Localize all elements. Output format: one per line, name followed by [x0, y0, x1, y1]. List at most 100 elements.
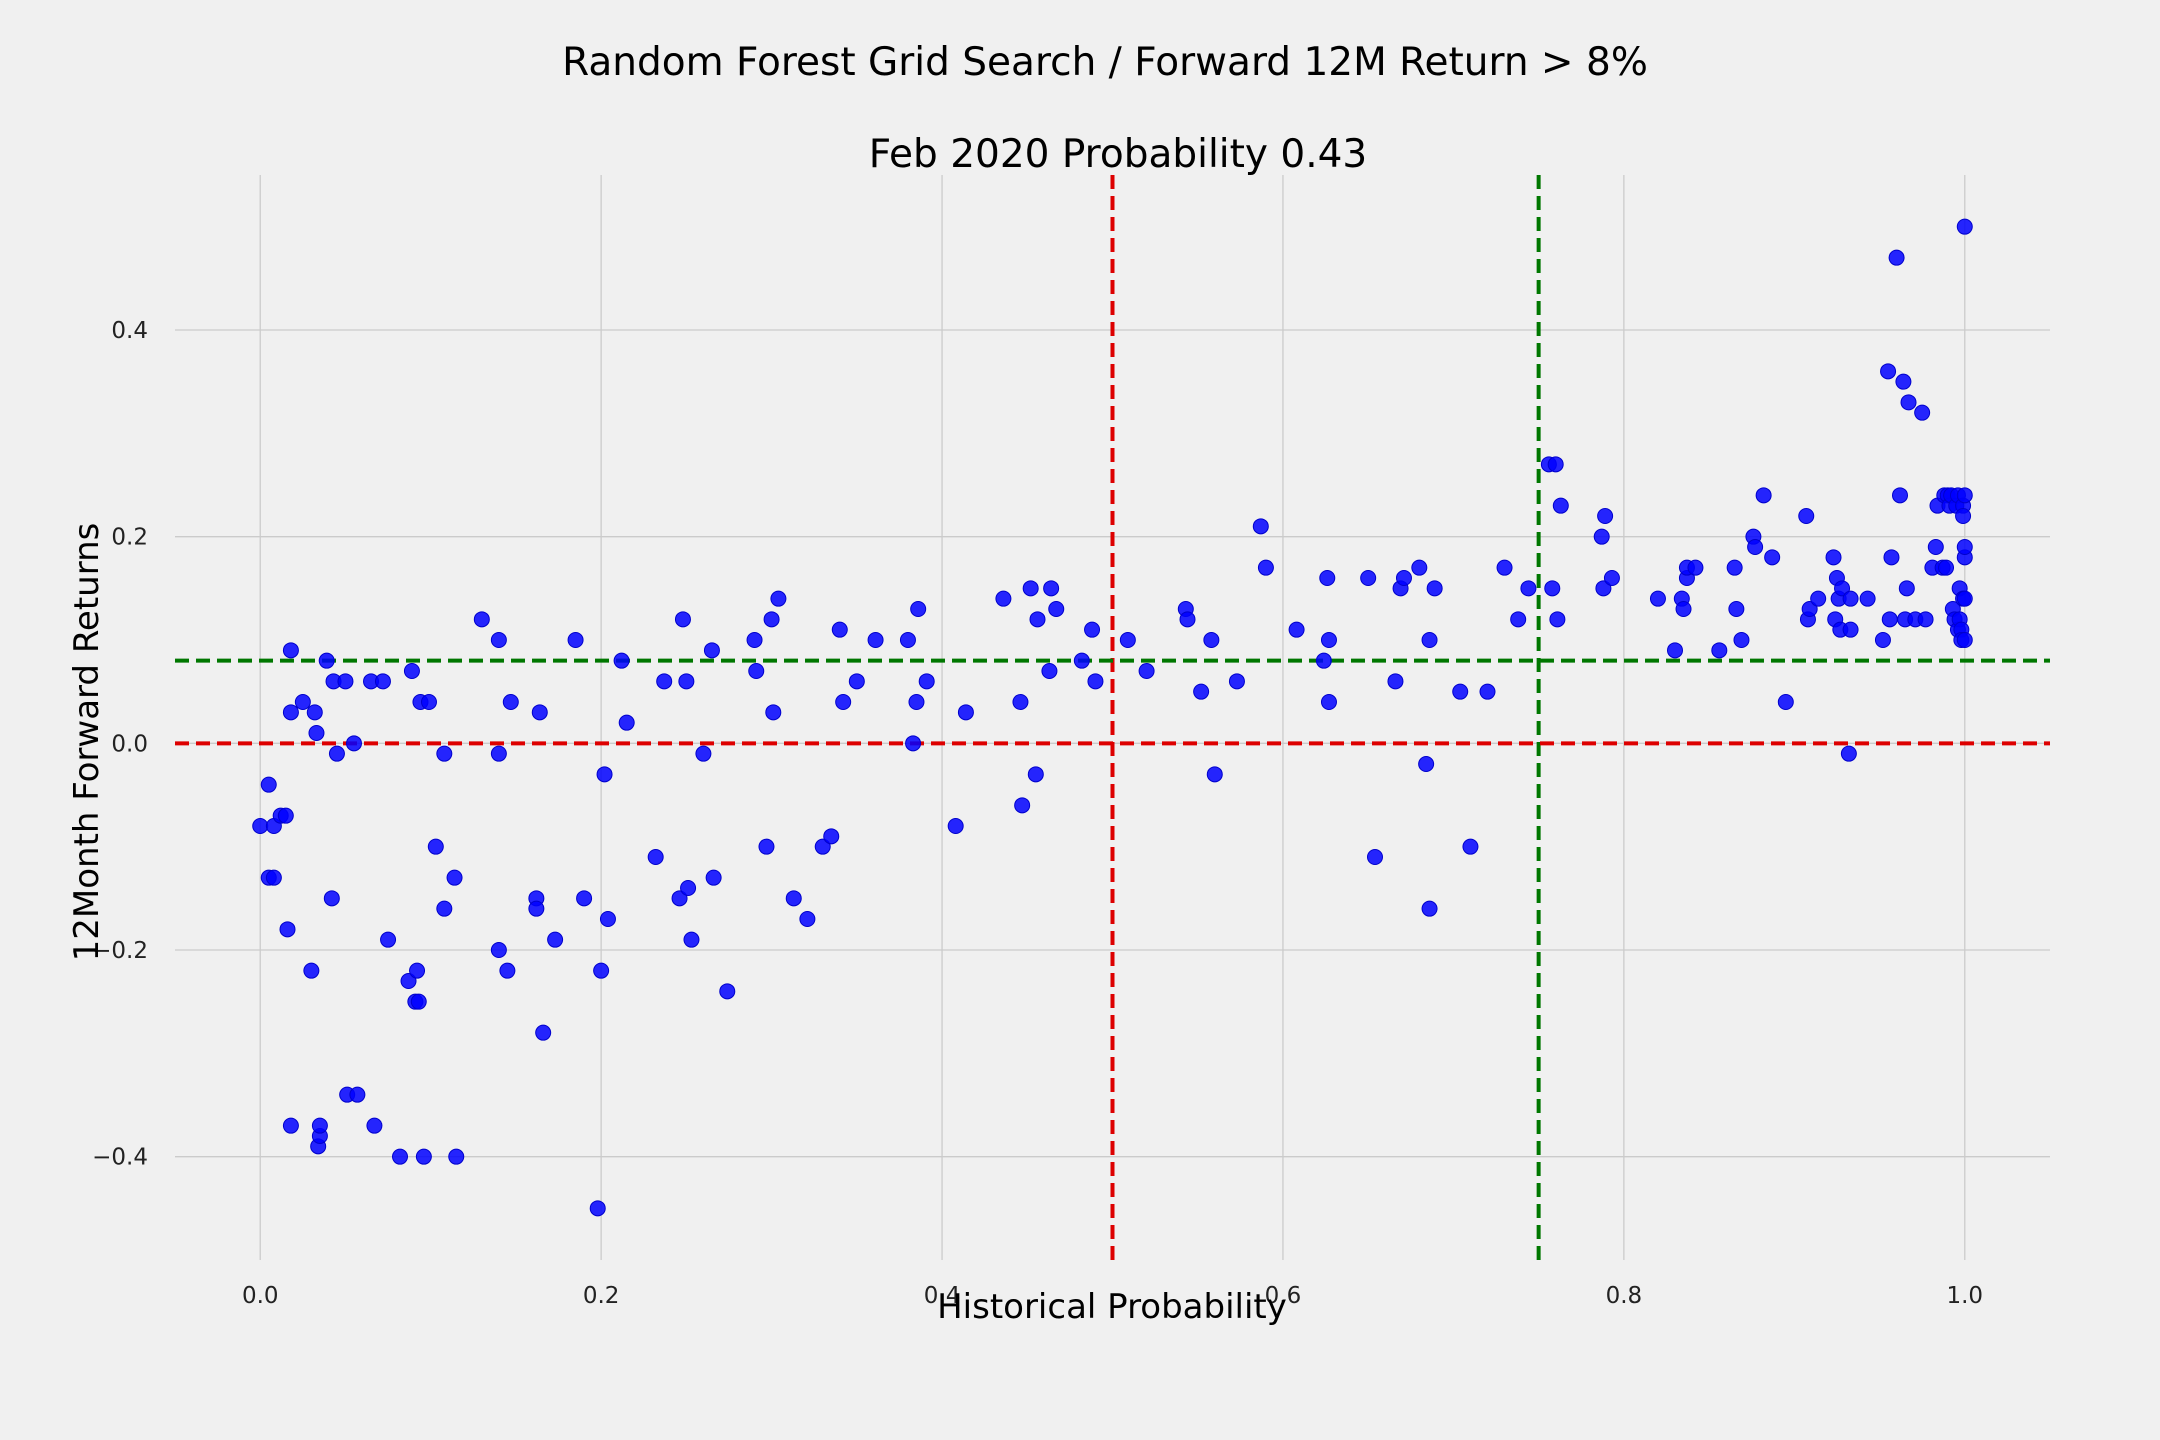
- data-point: [703, 642, 720, 659]
- data-point: [473, 611, 490, 628]
- data-point: [1733, 632, 1750, 648]
- data-point: [618, 714, 635, 731]
- data-point: [683, 931, 700, 948]
- data-point: [1203, 632, 1220, 648]
- data-point: [415, 1148, 432, 1165]
- data-point: [1956, 632, 1973, 648]
- data-point: [1892, 487, 1908, 504]
- data-point: [799, 911, 816, 927]
- data-point: [1073, 652, 1090, 669]
- data-point: [671, 890, 688, 907]
- data-point: [719, 983, 736, 1000]
- data-point: [1426, 580, 1443, 597]
- data-point: [1315, 652, 1332, 669]
- data-point: [436, 900, 453, 917]
- data-point: [593, 962, 610, 979]
- data-point: [436, 745, 453, 762]
- data-point: [1547, 456, 1564, 473]
- data-point: [1027, 766, 1044, 783]
- data-point: [1418, 756, 1435, 772]
- data-point: [282, 642, 299, 659]
- data-point: [535, 1024, 552, 1041]
- data-point: [1798, 508, 1815, 524]
- data-point: [908, 694, 925, 710]
- data-point: [1022, 580, 1039, 597]
- data-point: [1041, 663, 1058, 679]
- data-point: [867, 632, 884, 648]
- data-point: [1810, 590, 1827, 607]
- y-tick-label: −0.2: [92, 938, 148, 964]
- chart-title: Random Forest Grid Search / Forward 12M …: [562, 40, 1648, 85]
- data-point: [1179, 611, 1196, 628]
- data-point: [1367, 849, 1383, 865]
- data-point: [1603, 570, 1620, 586]
- data-point: [1777, 694, 1794, 710]
- y-tick-label: −0.4: [92, 1145, 148, 1171]
- data-point: [1029, 611, 1046, 628]
- data-point: [282, 704, 299, 721]
- data-point: [1043, 580, 1060, 597]
- data-point: [1387, 673, 1404, 690]
- data-point: [528, 900, 545, 917]
- y-tick-label: 0.0: [111, 731, 148, 757]
- data-point: [910, 601, 927, 617]
- data-point: [1421, 900, 1438, 917]
- data-point: [848, 673, 865, 690]
- data-point: [323, 890, 340, 907]
- data-point: [831, 621, 848, 638]
- data-point: [1667, 642, 1683, 659]
- data-point: [1728, 601, 1745, 617]
- data-point: [674, 611, 691, 628]
- data-point: [547, 931, 564, 948]
- data-point: [499, 962, 516, 979]
- data-point: [374, 673, 391, 690]
- data-point: [1898, 580, 1915, 597]
- x-tick-label: 1.0: [1946, 1283, 1983, 1309]
- data-point: [446, 869, 463, 886]
- data-point: [1206, 766, 1223, 783]
- data-point: [1914, 404, 1931, 421]
- data-point: [765, 704, 782, 721]
- data-point: [1257, 559, 1274, 576]
- data-point: [328, 745, 345, 762]
- x-tick-label: 0.4: [924, 1283, 961, 1309]
- data-point: [576, 890, 593, 907]
- data-point: [1520, 580, 1537, 597]
- data-point: [905, 735, 922, 752]
- data-point: [599, 911, 616, 927]
- data-point: [1288, 621, 1305, 638]
- data-point: [1597, 508, 1614, 524]
- data-point: [277, 807, 294, 824]
- data-point: [1955, 508, 1972, 524]
- data-point: [1360, 570, 1377, 586]
- data-point: [695, 745, 712, 762]
- data-point: [306, 704, 323, 721]
- data-point: [490, 942, 507, 958]
- data-point: [1895, 373, 1912, 390]
- data-point: [1252, 518, 1269, 535]
- data-point: [308, 725, 325, 741]
- data-point: [1544, 580, 1561, 597]
- data-point: [1755, 487, 1772, 504]
- data-point: [1593, 528, 1610, 545]
- data-point: [947, 818, 964, 834]
- grid-lines: [175, 175, 2050, 1260]
- data-point: [1917, 611, 1934, 628]
- data-point: [814, 838, 831, 855]
- data-point: [957, 704, 974, 721]
- data-point: [1842, 590, 1859, 607]
- data-point: [823, 828, 840, 845]
- data-point: [1496, 559, 1513, 576]
- data-point: [1764, 549, 1781, 566]
- x-tick-label: 0.6: [1265, 1283, 1302, 1309]
- data-point: [1421, 632, 1438, 648]
- data-point: [613, 652, 630, 669]
- data-point: [758, 838, 775, 855]
- data-point: [1510, 611, 1527, 628]
- data-point: [1012, 694, 1029, 710]
- data-point: [1842, 621, 1859, 638]
- y-tick-labels: −0.4 −0.2 0.0 0.2 0.4: [92, 318, 148, 1171]
- data-point: [1320, 632, 1337, 648]
